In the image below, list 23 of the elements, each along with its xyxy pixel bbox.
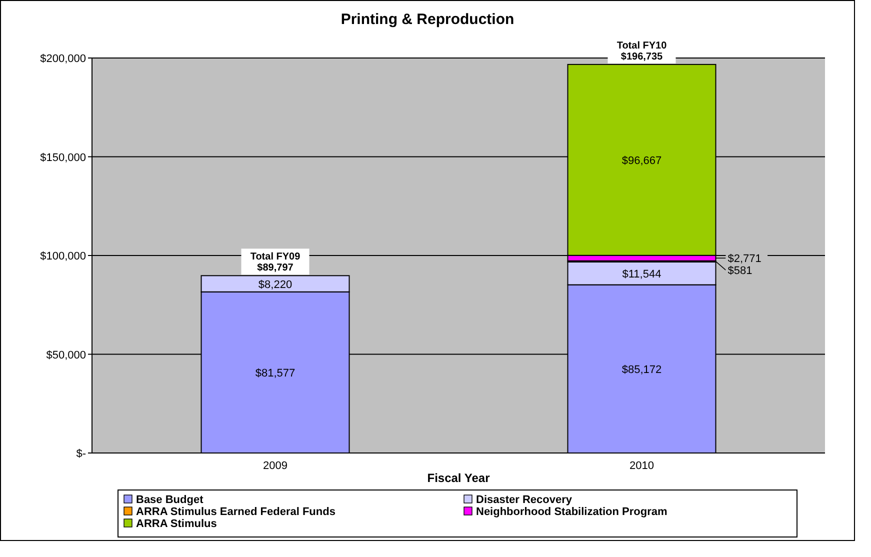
y-tick-label: $50,000 [46, 349, 86, 362]
total-label: Total FY09 $89,797 [250, 252, 301, 274]
y-tick-label: $- [76, 448, 86, 460]
y-tick-label: $200,000 [40, 53, 86, 65]
legend-label: ARRA Stimulus Earned Federal Funds [136, 506, 336, 518]
legend-label: Disaster Recovery [476, 494, 573, 506]
x-axis-title: Fiscal Year [427, 471, 490, 485]
legend-label: ARRA Stimulus [136, 518, 217, 530]
data-label: $96,667 [622, 154, 662, 167]
data-label: $81,577 [255, 367, 296, 380]
legend-label: Base Budget [136, 494, 204, 506]
y-tick-label: $100,000 [40, 250, 86, 262]
chart-title: Printing & Reproduction [340, 11, 514, 28]
legend-label: Neighborhood Stabilization Program [476, 506, 668, 518]
data-label: $581 [728, 265, 752, 278]
y-tick-label: $150,000 [40, 152, 86, 164]
data-label: $11,544 [622, 268, 662, 280]
data-label: $8,220 [258, 278, 292, 291]
x-tick-label: 2009 [263, 460, 288, 472]
data-label: $2,771 [728, 253, 762, 266]
data-label: $85,172 [622, 364, 662, 376]
x-tick-label: 2010 [630, 460, 654, 472]
total-label: Total FY10 $196,735 [616, 40, 668, 62]
